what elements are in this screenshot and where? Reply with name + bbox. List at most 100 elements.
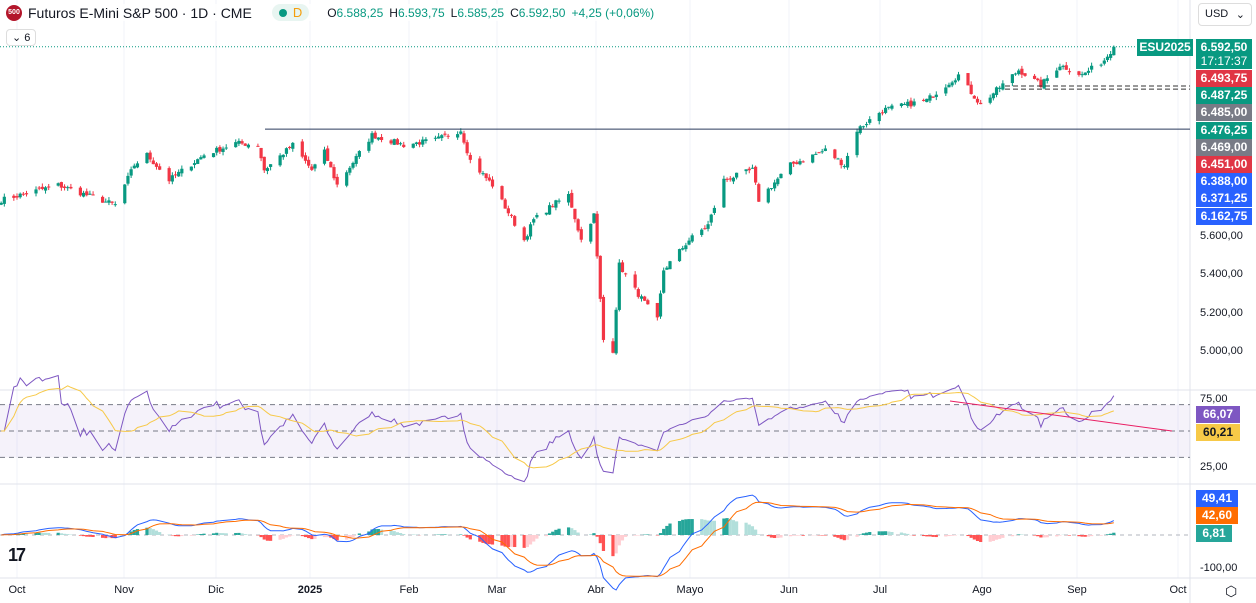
candle: [906, 101, 910, 106]
macd-histogram-bar: [883, 531, 888, 535]
macd-histogram-bar: [173, 535, 178, 537]
candle: [988, 97, 992, 103]
macd-histogram-bar: [966, 535, 970, 537]
macd-histogram-bar: [573, 530, 577, 535]
macd-histogram-bar: [842, 535, 846, 541]
candle: [681, 248, 685, 250]
candle: [240, 141, 244, 144]
candle: [1055, 70, 1059, 78]
candle: [950, 82, 954, 86]
currency-select[interactable]: USD ⌄: [1198, 3, 1252, 26]
candle: [994, 87, 999, 95]
candle: [18, 193, 22, 198]
candle: [192, 163, 197, 165]
macd-histogram-bar: [24, 533, 29, 535]
macd-histogram-bar: [899, 532, 904, 535]
candle: [1109, 54, 1113, 58]
candle: [899, 103, 904, 107]
macd-histogram-bar: [557, 528, 561, 535]
signal-value-tag: 42,60: [1196, 507, 1238, 524]
rsi-axis-label: 75,00: [1200, 393, 1228, 405]
candle: [703, 228, 707, 230]
macd-histogram-bar: [284, 535, 289, 538]
macd-histogram-bar: [313, 535, 317, 539]
market-status[interactable]: D: [271, 4, 310, 21]
macd-histogram-bar: [576, 532, 580, 535]
candle: [769, 188, 774, 190]
candle: [595, 213, 599, 257]
candle: [307, 159, 311, 166]
candle: [284, 148, 289, 154]
candle: [728, 178, 732, 180]
candle: [684, 245, 688, 250]
macd-histogram-bar: [59, 533, 63, 535]
macd-histogram-bar: [1010, 535, 1014, 537]
candle: [620, 262, 625, 273]
candle: [754, 166, 758, 183]
candle: [351, 162, 355, 168]
macd-histogram-bar: [906, 533, 910, 535]
candle: [750, 167, 755, 169]
candle: [1064, 65, 1068, 70]
macd-histogram-bar: [265, 535, 270, 541]
candle: [890, 105, 894, 109]
rsi-axis-label: 25,00: [1200, 461, 1228, 473]
candle: [1032, 75, 1037, 79]
macd-histogram-bar: [836, 535, 840, 538]
macd-histogram-bar: [322, 535, 327, 538]
macd-histogram-bar: [151, 529, 155, 535]
candle: [842, 166, 846, 168]
macd-histogram-bar: [66, 534, 70, 535]
candle: [281, 154, 285, 158]
candle: [478, 158, 482, 173]
candle: [969, 84, 973, 94]
candle: [801, 161, 805, 163]
candle: [734, 172, 739, 178]
candle: [1001, 83, 1005, 90]
candle: [367, 141, 371, 151]
macd-histogram-bar: [62, 533, 67, 535]
macd-histogram-bar: [21, 533, 25, 535]
candle: [1020, 68, 1024, 75]
session-badge: D: [292, 5, 303, 20]
candle: [858, 126, 862, 134]
candle: [414, 142, 419, 144]
candle: [836, 158, 840, 160]
macd-histogram-bar: [614, 535, 618, 554]
candle: [747, 168, 751, 171]
candle: [788, 162, 793, 175]
macd-histogram-bar: [972, 535, 976, 540]
candle: [611, 341, 615, 353]
macd-histogram-bar: [1086, 535, 1091, 537]
candle: [1099, 64, 1103, 66]
macd-histogram-bar: [690, 519, 694, 535]
macd-histogram-bar: [928, 535, 932, 537]
time-axis-label: Jul: [872, 584, 888, 596]
candle: [643, 296, 647, 301]
candle: [617, 262, 621, 310]
macd-histogram-bar: [598, 535, 602, 544]
settings-icon[interactable]: ⬡: [1225, 583, 1238, 599]
candle: [817, 152, 821, 154]
candle: [481, 173, 485, 175]
candle: [757, 184, 761, 202]
candle: [288, 146, 292, 148]
candle: [123, 184, 127, 204]
macd-histogram-bar: [890, 532, 894, 535]
symbol-title[interactable]: Futuros E-Mini S&P 500 · 1D · CME: [28, 4, 252, 21]
indicators-toggle[interactable]: ⌄ 6: [6, 29, 37, 46]
macd-histogram-bar: [224, 533, 228, 535]
macd-histogram-bar: [1042, 535, 1046, 538]
macd-histogram-bar: [887, 531, 891, 535]
candle: [107, 200, 111, 203]
candle: [709, 214, 713, 223]
price-level-tag: 6.493,75: [1196, 70, 1252, 87]
candle: [1058, 66, 1062, 71]
candle: [100, 196, 105, 203]
candle: [357, 151, 361, 157]
candle: [855, 131, 859, 156]
macd-histogram-bar: [1036, 535, 1040, 537]
macd-histogram-bar: [1105, 534, 1110, 535]
macd-histogram-bar: [766, 535, 770, 537]
